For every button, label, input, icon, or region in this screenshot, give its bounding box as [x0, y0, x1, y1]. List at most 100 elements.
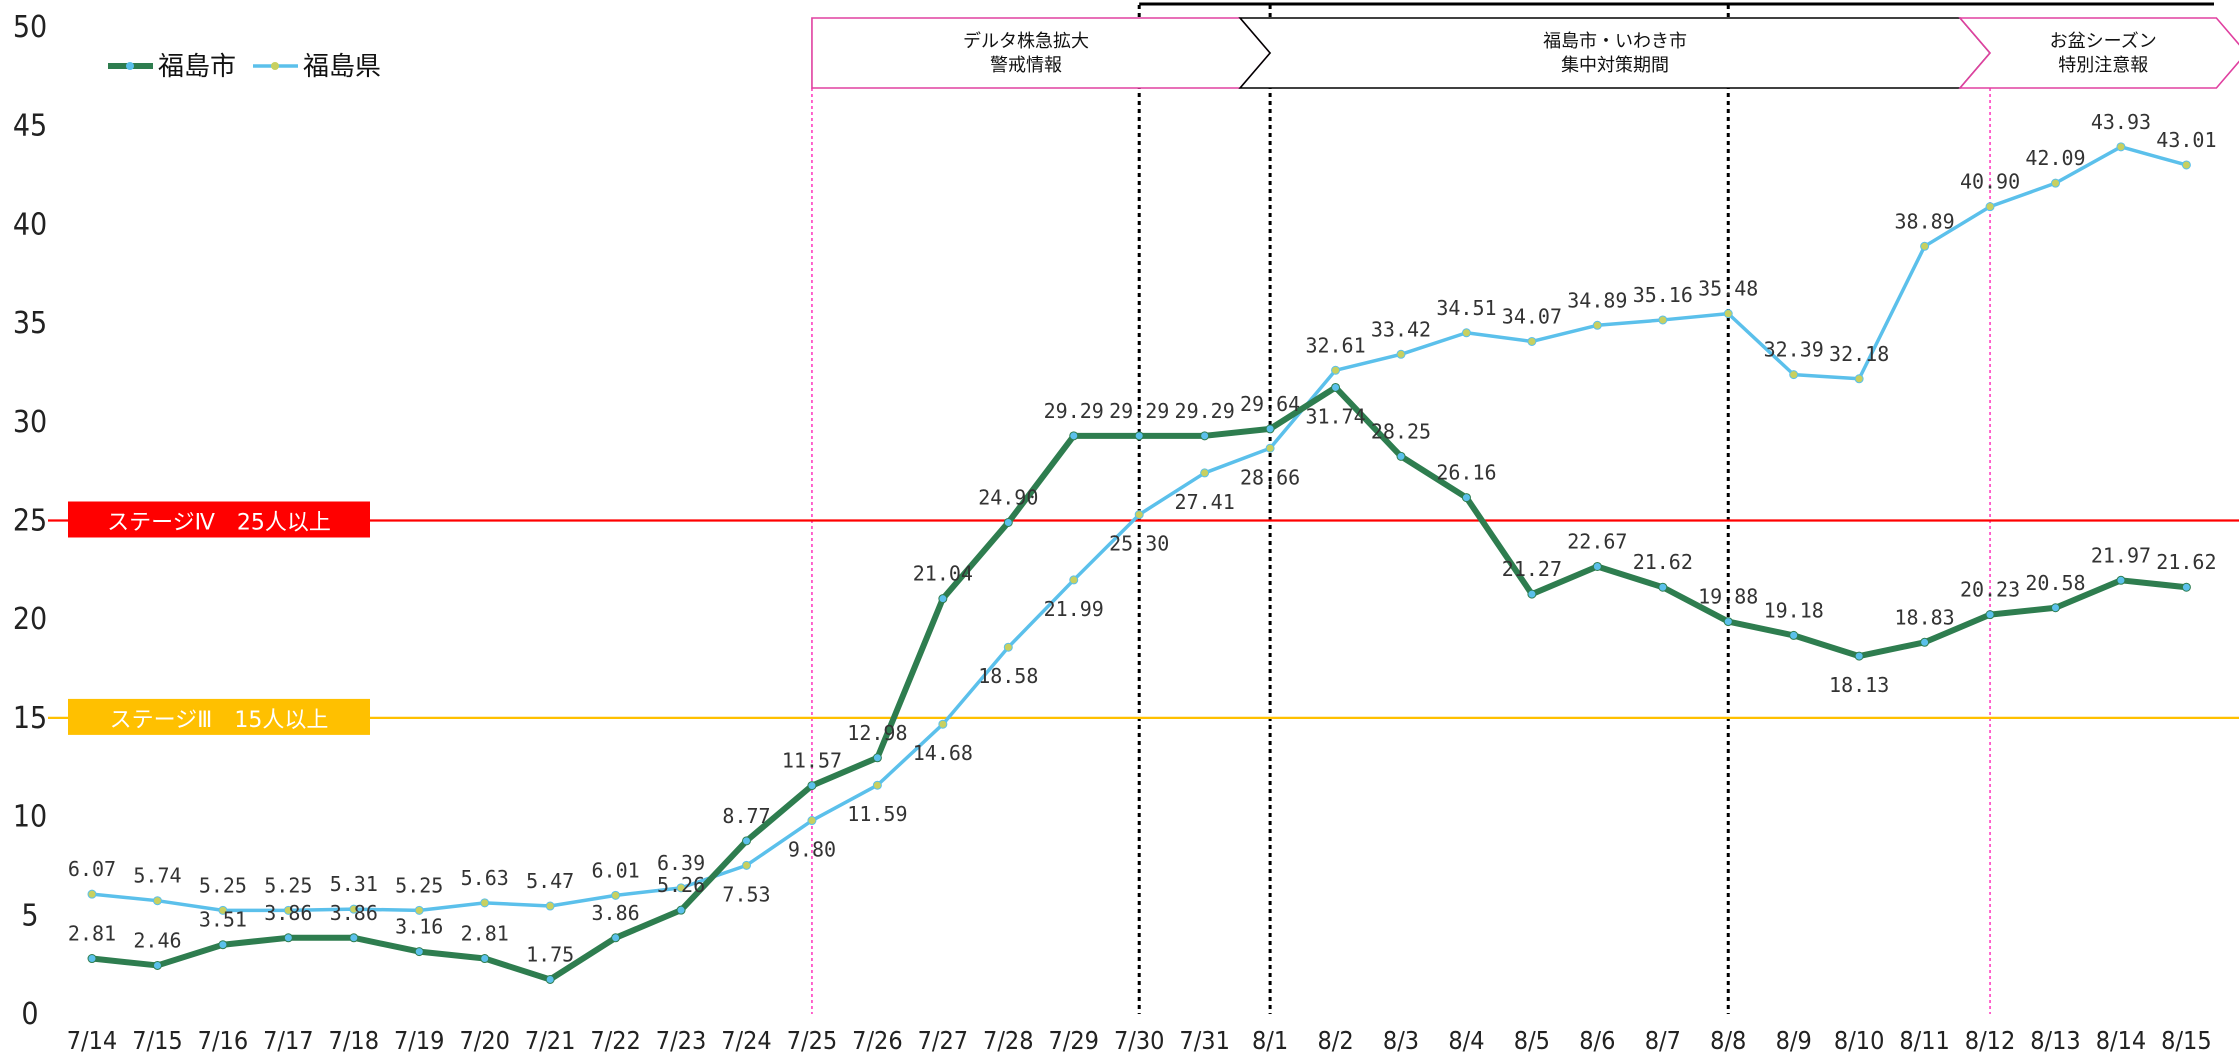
- data-label-pref: 5.74: [133, 864, 181, 888]
- data-label-city: 29.64: [1240, 392, 1300, 416]
- period-banner: [811, 17, 1272, 89]
- y-tick-label: 35: [13, 306, 47, 341]
- data-label-pref: 5.25: [395, 873, 443, 897]
- data-point: [1069, 431, 1079, 441]
- data-point: [676, 905, 686, 915]
- data-point: [2116, 575, 2126, 585]
- data-label-city: 1.75: [526, 942, 574, 966]
- data-label-pref: 28.66: [1240, 465, 1300, 489]
- data-point: [1789, 630, 1799, 640]
- data-point: [218, 940, 228, 950]
- legend-label-city: 福島市: [158, 52, 236, 82]
- x-tick-label: 7/24: [721, 1026, 772, 1055]
- x-tick-label: 8/2: [1317, 1026, 1353, 1055]
- data-point: [1723, 309, 1733, 319]
- data-point: [742, 836, 751, 846]
- x-tick-label: 7/22: [590, 1026, 641, 1055]
- data-point: [938, 594, 948, 604]
- data-label-city: 29.29: [1175, 399, 1235, 423]
- x-tick-label: 8/12: [1965, 1026, 2016, 1055]
- period-banner: [1238, 17, 1992, 89]
- x-tick-label: 7/29: [1048, 1026, 1099, 1055]
- data-point: [1658, 582, 1668, 592]
- legend-label-pref: 福島県: [303, 52, 381, 82]
- data-point: [1854, 651, 1864, 661]
- period-banner-text: 警戒情報: [990, 55, 1062, 76]
- period-banner-text: 福島市・いわき市: [1543, 31, 1687, 52]
- x-axis-ticks: 7/14 7/15 7/16 7/17 7/18 7/19 7/20 7/21 7/22 7/23…: [67, 1026, 2212, 1055]
- y-tick-label: 45: [13, 109, 47, 144]
- data-point: [1985, 610, 1995, 620]
- data-point: [872, 753, 882, 763]
- data-point: [1003, 517, 1013, 527]
- x-tick-label: 7/27: [918, 1026, 969, 1055]
- data-point: [1789, 370, 1799, 380]
- y-tick-label: 40: [13, 207, 47, 242]
- data-point: [349, 933, 359, 943]
- x-tick-label: 7/18: [329, 1026, 380, 1055]
- x-tick-label: 8/7: [1645, 1026, 1681, 1055]
- data-label-city: 21.62: [1633, 550, 1693, 574]
- threshold-label-box: [68, 501, 370, 538]
- data-label-city: 8.77: [722, 804, 770, 828]
- data-label-pref: 34.89: [1567, 288, 1627, 312]
- data-point: [349, 904, 359, 914]
- data-label-pref: 25.30: [1109, 532, 1169, 556]
- data-label-city: 20.58: [2025, 571, 2085, 595]
- data-label-city: 24.90: [978, 485, 1038, 509]
- data-label-pref: 32.18: [1829, 342, 1889, 366]
- data-point: [283, 933, 293, 943]
- data-label-city: 21.62: [2156, 550, 2216, 574]
- data-label-city: 18.13: [1829, 673, 1889, 697]
- data-point: [218, 905, 228, 915]
- x-tick-label: 7/17: [263, 1026, 314, 1055]
- data-point: [1134, 510, 1144, 520]
- data-point: [480, 898, 490, 908]
- data-label-pref: 5.25: [199, 873, 247, 897]
- data-label-pref: 6.07: [68, 857, 116, 881]
- data-labels: 2.81 6.07 2.46 5.74 3.51 5.25 3.86 5.25 3.86 5.31…: [68, 110, 2217, 967]
- data-label-pref: 33.42: [1371, 317, 1431, 341]
- period-banner-text: お盆シーズン: [2050, 31, 2157, 52]
- data-point: [414, 905, 424, 915]
- data-label-city: 18.83: [1894, 605, 1954, 629]
- y-tick-label: 0: [21, 997, 38, 1032]
- y-tick-label: 50: [13, 10, 47, 45]
- data-point: [1592, 320, 1602, 330]
- data-point: [872, 780, 882, 790]
- data-label-city: 21.97: [2091, 543, 2151, 567]
- x-tick-label: 8/11: [1899, 1026, 1950, 1055]
- data-point: [1854, 374, 1864, 384]
- data-label-city: 2.81: [68, 922, 116, 946]
- data-label-city: 21.27: [1502, 557, 1562, 581]
- data-point: [1134, 431, 1144, 441]
- data-point: [611, 890, 621, 900]
- x-tick-label: 7/31: [1179, 1026, 1230, 1055]
- x-tick-label: 8/4: [1448, 1026, 1484, 1055]
- data-label-pref: 5.63: [461, 866, 509, 890]
- data-point: [2051, 603, 2060, 613]
- legend: 福島市 福島県: [108, 52, 381, 82]
- threshold-label-box: [68, 698, 370, 735]
- x-tick-label: 8/5: [1514, 1026, 1550, 1055]
- data-point: [87, 889, 97, 899]
- data-label-pref: 5.31: [330, 872, 378, 896]
- x-tick-label: 7/28: [983, 1026, 1034, 1055]
- data-label-pref: 5.25: [264, 873, 312, 897]
- x-tick-label: 7/16: [198, 1026, 249, 1055]
- data-label-pref: 38.89: [1894, 209, 1954, 233]
- data-label-pref: 6.39: [657, 851, 705, 875]
- x-tick-label: 7/26: [852, 1026, 903, 1055]
- data-point: [545, 901, 555, 911]
- data-point: [1200, 468, 1210, 478]
- data-label-city: 21.04: [913, 562, 973, 586]
- data-point: [938, 719, 948, 729]
- data-label-pref: 9.80: [788, 838, 836, 862]
- data-point: [1985, 202, 1995, 212]
- data-point: [1920, 241, 1930, 251]
- data-label-city: 2.81: [461, 922, 509, 946]
- data-point: [611, 933, 621, 943]
- data-label-pref: 35.16: [1633, 283, 1693, 307]
